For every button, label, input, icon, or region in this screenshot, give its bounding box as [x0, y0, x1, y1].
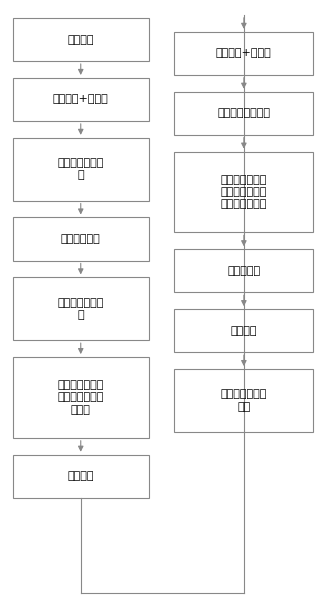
Bar — [174, 92, 313, 135]
Bar — [13, 357, 149, 438]
Bar — [174, 152, 313, 232]
Bar — [174, 249, 313, 292]
Bar — [13, 217, 149, 261]
Text: 中断：保存偏移
地址，寻址到相
应数据: 中断：保存偏移 地址，寻址到相 应数据 — [57, 380, 104, 415]
Text: 设备发出应答信
号: 设备发出应答信 号 — [57, 298, 104, 320]
Text: 非应答信号: 非应答信号 — [227, 266, 260, 276]
Text: 设备发出应答信
号: 设备发出应答信 号 — [57, 158, 104, 180]
Text: 设备地址+写命令: 设备地址+写命令 — [53, 95, 109, 104]
Bar — [13, 78, 149, 121]
Text: 设备发出应答信号: 设备发出应答信号 — [217, 108, 270, 118]
Text: 设备地址+读命令: 设备地址+读命令 — [216, 49, 272, 58]
Text: 开始信号: 开始信号 — [68, 471, 94, 481]
Text: 开始信号: 开始信号 — [68, 35, 94, 44]
Bar — [174, 32, 313, 75]
Text: 数据偏移地址: 数据偏移地址 — [61, 234, 101, 244]
Bar — [174, 369, 313, 432]
Bar — [13, 277, 149, 340]
Text: 停止信号: 停止信号 — [231, 326, 257, 335]
Bar — [174, 309, 313, 352]
Bar — [13, 455, 149, 498]
Text: 中断：处理停止
信息: 中断：处理停止 信息 — [221, 389, 267, 412]
Bar — [13, 138, 149, 201]
Bar — [13, 18, 149, 61]
Text: 中断：发出寻址
到的数据，寻址
得到下一个数据: 中断：发出寻址 到的数据，寻址 得到下一个数据 — [221, 174, 267, 210]
